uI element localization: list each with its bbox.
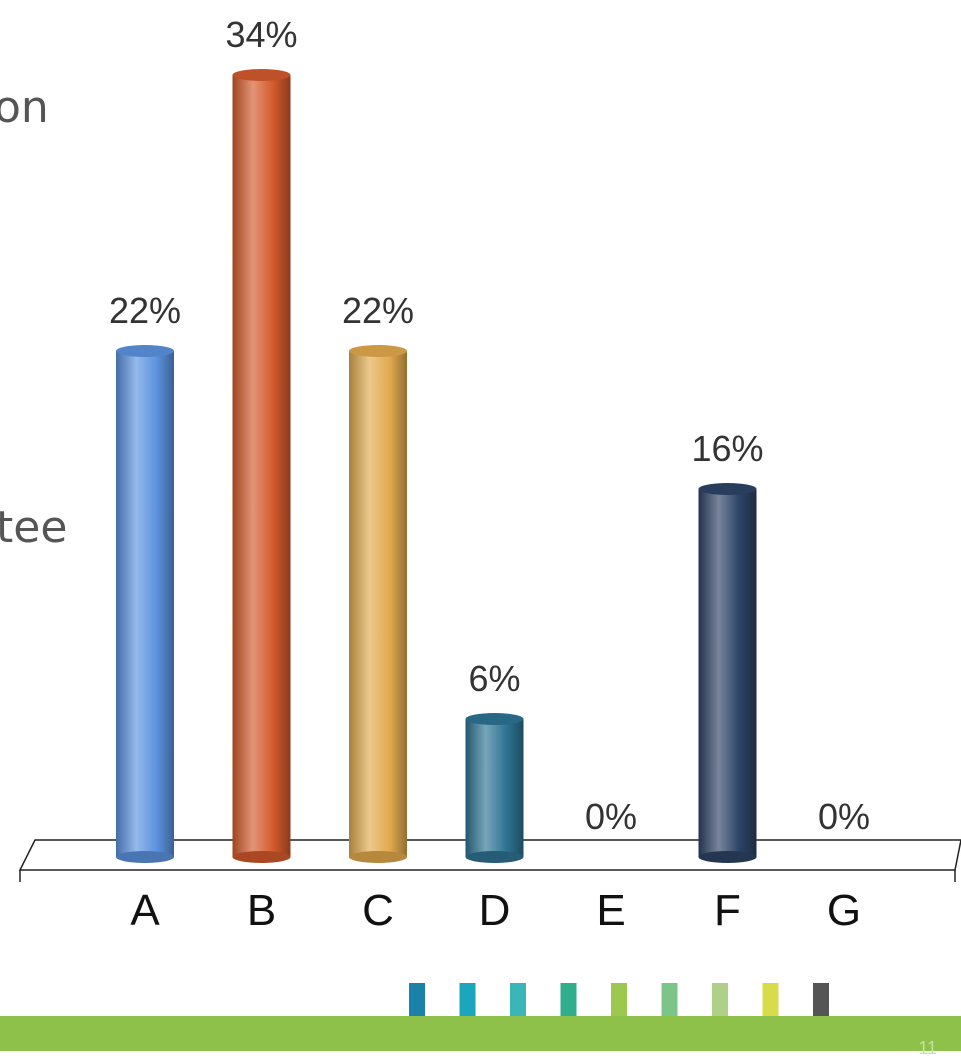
footer-band [0, 1016, 961, 1051]
slide-text-fragment: on [0, 82, 49, 133]
bar-cap-A [116, 345, 174, 357]
slide-text-fragment: tee [0, 502, 68, 553]
data-label-G: 0% [818, 796, 870, 837]
bar-cap-D [465, 713, 524, 725]
data-label-B: 34% [225, 14, 297, 55]
chart-labels: A 22% B 34% C 22% D 6% E 0% F 16% G 0% [109, 14, 870, 935]
bar-cap-B [232, 69, 291, 81]
data-label-D: 6% [468, 658, 520, 699]
data-label-E: 0% [585, 796, 637, 837]
chart-bars [116, 69, 757, 863]
bar-base-D [465, 851, 524, 863]
bar-B [232, 75, 291, 857]
page-number: 11 [918, 1038, 937, 1058]
bar-base-F [698, 851, 757, 863]
data-label-C: 22% [342, 290, 414, 331]
bar-cap-F [698, 483, 757, 495]
bar-D [465, 719, 524, 857]
x-tick-label: E [596, 886, 625, 935]
x-tick-label: G [827, 886, 861, 935]
data-label-F: 16% [691, 428, 763, 469]
x-tick-label: F [714, 886, 741, 935]
bar-F [698, 489, 757, 857]
bar-C [349, 351, 407, 857]
bar-base-A [116, 851, 174, 863]
bar-base-C [349, 851, 407, 863]
bar-cap-C [349, 345, 407, 357]
bar-A [116, 351, 174, 857]
x-tick-label: C [362, 886, 394, 935]
x-tick-label: A [130, 886, 160, 935]
bar-base-B [232, 851, 291, 863]
x-tick-label: D [479, 886, 511, 935]
x-tick-label: B [247, 886, 276, 935]
data-label-A: 22% [109, 290, 181, 331]
